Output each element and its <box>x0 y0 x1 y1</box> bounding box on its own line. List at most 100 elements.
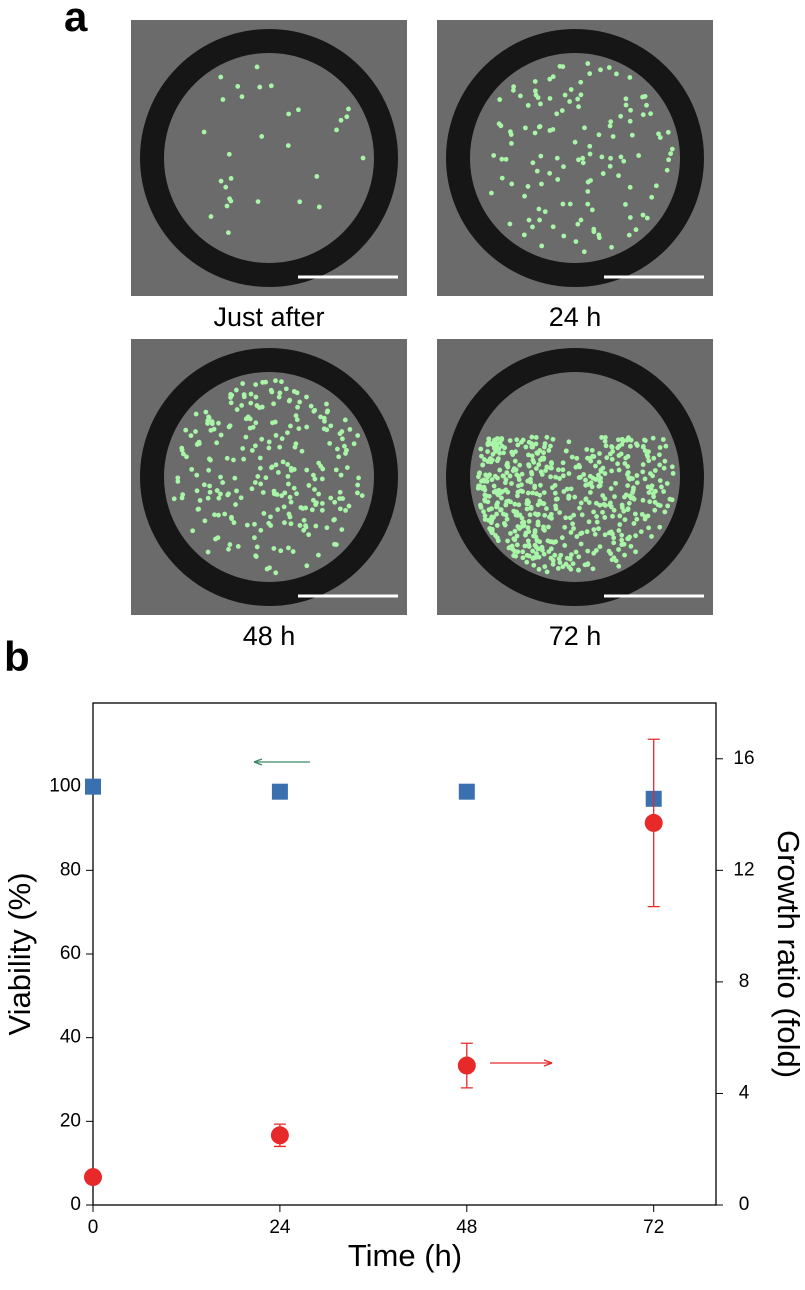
cell <box>606 548 612 554</box>
cell <box>622 517 628 523</box>
cell <box>560 564 566 570</box>
cell <box>633 533 638 539</box>
cell <box>224 203 230 209</box>
cell <box>218 491 223 497</box>
cell <box>567 515 573 521</box>
cell <box>495 475 500 481</box>
cell <box>657 462 663 468</box>
cell <box>523 444 529 450</box>
cell <box>316 204 322 210</box>
cell <box>610 513 615 519</box>
cell <box>489 190 494 196</box>
cell <box>338 117 344 123</box>
cell <box>650 473 655 479</box>
cell <box>332 541 337 547</box>
cell <box>550 127 556 132</box>
cell <box>286 111 292 117</box>
cell <box>526 519 532 524</box>
cell <box>630 476 635 481</box>
cell <box>205 549 211 555</box>
cell <box>602 532 608 538</box>
micrograph <box>437 20 713 296</box>
cell <box>491 489 497 495</box>
cell <box>530 160 536 166</box>
cell <box>608 119 614 125</box>
cell <box>283 386 289 392</box>
cell <box>619 542 625 548</box>
cell <box>491 153 497 158</box>
cell <box>609 444 614 449</box>
cell <box>268 523 274 528</box>
cell <box>296 426 302 432</box>
cell <box>552 490 558 496</box>
cell <box>627 215 633 220</box>
cell <box>503 156 509 162</box>
cell <box>594 514 599 519</box>
cell <box>566 471 572 476</box>
cell <box>560 473 566 479</box>
cell <box>489 529 495 535</box>
y2-axis-title: Growth ratio (fold) <box>771 830 805 1078</box>
cell <box>525 525 531 531</box>
cell <box>257 465 263 471</box>
cell <box>616 453 622 458</box>
cell <box>578 500 584 506</box>
cell <box>594 519 600 525</box>
cell <box>602 515 608 520</box>
cell <box>241 456 247 462</box>
cell <box>259 134 265 139</box>
cell <box>328 423 334 429</box>
cell <box>668 151 674 157</box>
cell <box>576 567 582 573</box>
cell <box>524 506 530 512</box>
cell <box>486 437 492 442</box>
cell <box>541 444 547 450</box>
cell <box>264 566 270 572</box>
cell <box>633 549 638 555</box>
cell <box>279 436 285 442</box>
cell <box>587 71 593 77</box>
y2-tick-label: 0 <box>739 1194 750 1215</box>
cell <box>669 497 675 503</box>
cell <box>285 143 291 148</box>
cell <box>621 508 627 514</box>
cell <box>304 394 309 400</box>
cell <box>597 479 603 484</box>
cell <box>646 458 652 464</box>
cell <box>608 155 613 161</box>
cell <box>278 548 284 554</box>
cell <box>596 526 601 532</box>
cell <box>494 504 499 510</box>
cell <box>622 461 628 466</box>
cell <box>631 496 637 502</box>
cell <box>325 408 331 414</box>
cell <box>226 424 232 430</box>
cell <box>525 184 531 189</box>
cell <box>342 443 347 449</box>
cell <box>522 543 528 549</box>
cell <box>252 480 258 485</box>
cell <box>579 512 585 518</box>
cell <box>227 542 233 547</box>
cell <box>627 75 633 80</box>
cell <box>549 515 554 521</box>
cell <box>616 173 621 179</box>
cell <box>586 519 592 525</box>
cell <box>511 553 517 558</box>
cell <box>578 92 584 98</box>
cell <box>578 79 584 85</box>
cell <box>488 520 494 526</box>
cell <box>232 475 238 481</box>
cell <box>547 96 553 101</box>
cell <box>664 481 670 486</box>
cell <box>563 448 569 454</box>
cell <box>509 141 514 146</box>
point <box>644 813 663 832</box>
cell <box>234 488 239 494</box>
cell <box>541 490 547 496</box>
cell <box>585 179 591 185</box>
cell <box>266 439 272 445</box>
y-tick-label: 100 <box>49 776 81 797</box>
cell <box>347 426 353 432</box>
cell <box>627 493 633 499</box>
